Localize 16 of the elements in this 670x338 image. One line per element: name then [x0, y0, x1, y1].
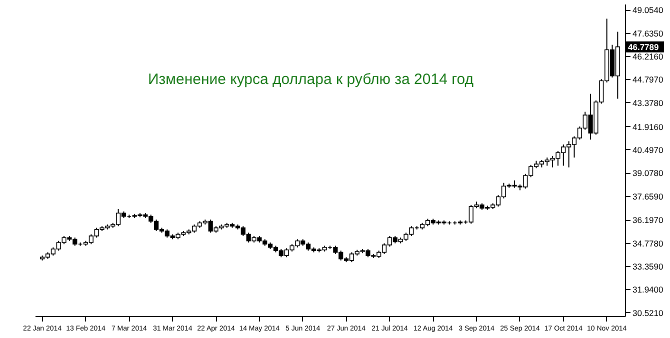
- text: Изменение курса доллара к рублю за 2014 год: [148, 71, 474, 88]
- y-tick-label: 47.6350: [632, 28, 664, 38]
- y-tick-label: 49.0540: [632, 5, 664, 16]
- y-tick-label: 34.7780: [632, 238, 664, 248]
- y-tick-label: 36.1970: [632, 215, 664, 226]
- text: 46.7789: [628, 42, 659, 52]
- y-tick-label: 40.4970: [632, 144, 664, 155]
- y-tick-label: 44.7970: [632, 74, 664, 85]
- y-tick-label: 31.9400: [632, 284, 664, 295]
- y-tick-label: 39.0780: [632, 168, 664, 178]
- y-tick-label: 30.5210: [632, 308, 664, 318]
- y-tick-label: 41.9160: [632, 122, 664, 132]
- y-tick-label: 33.3590: [632, 262, 664, 272]
- y-tick-label: 37.6590: [632, 191, 664, 202]
- y-tick-label: 43.3780: [632, 98, 664, 108]
- y-tick-label: 46.2160: [632, 52, 664, 62]
